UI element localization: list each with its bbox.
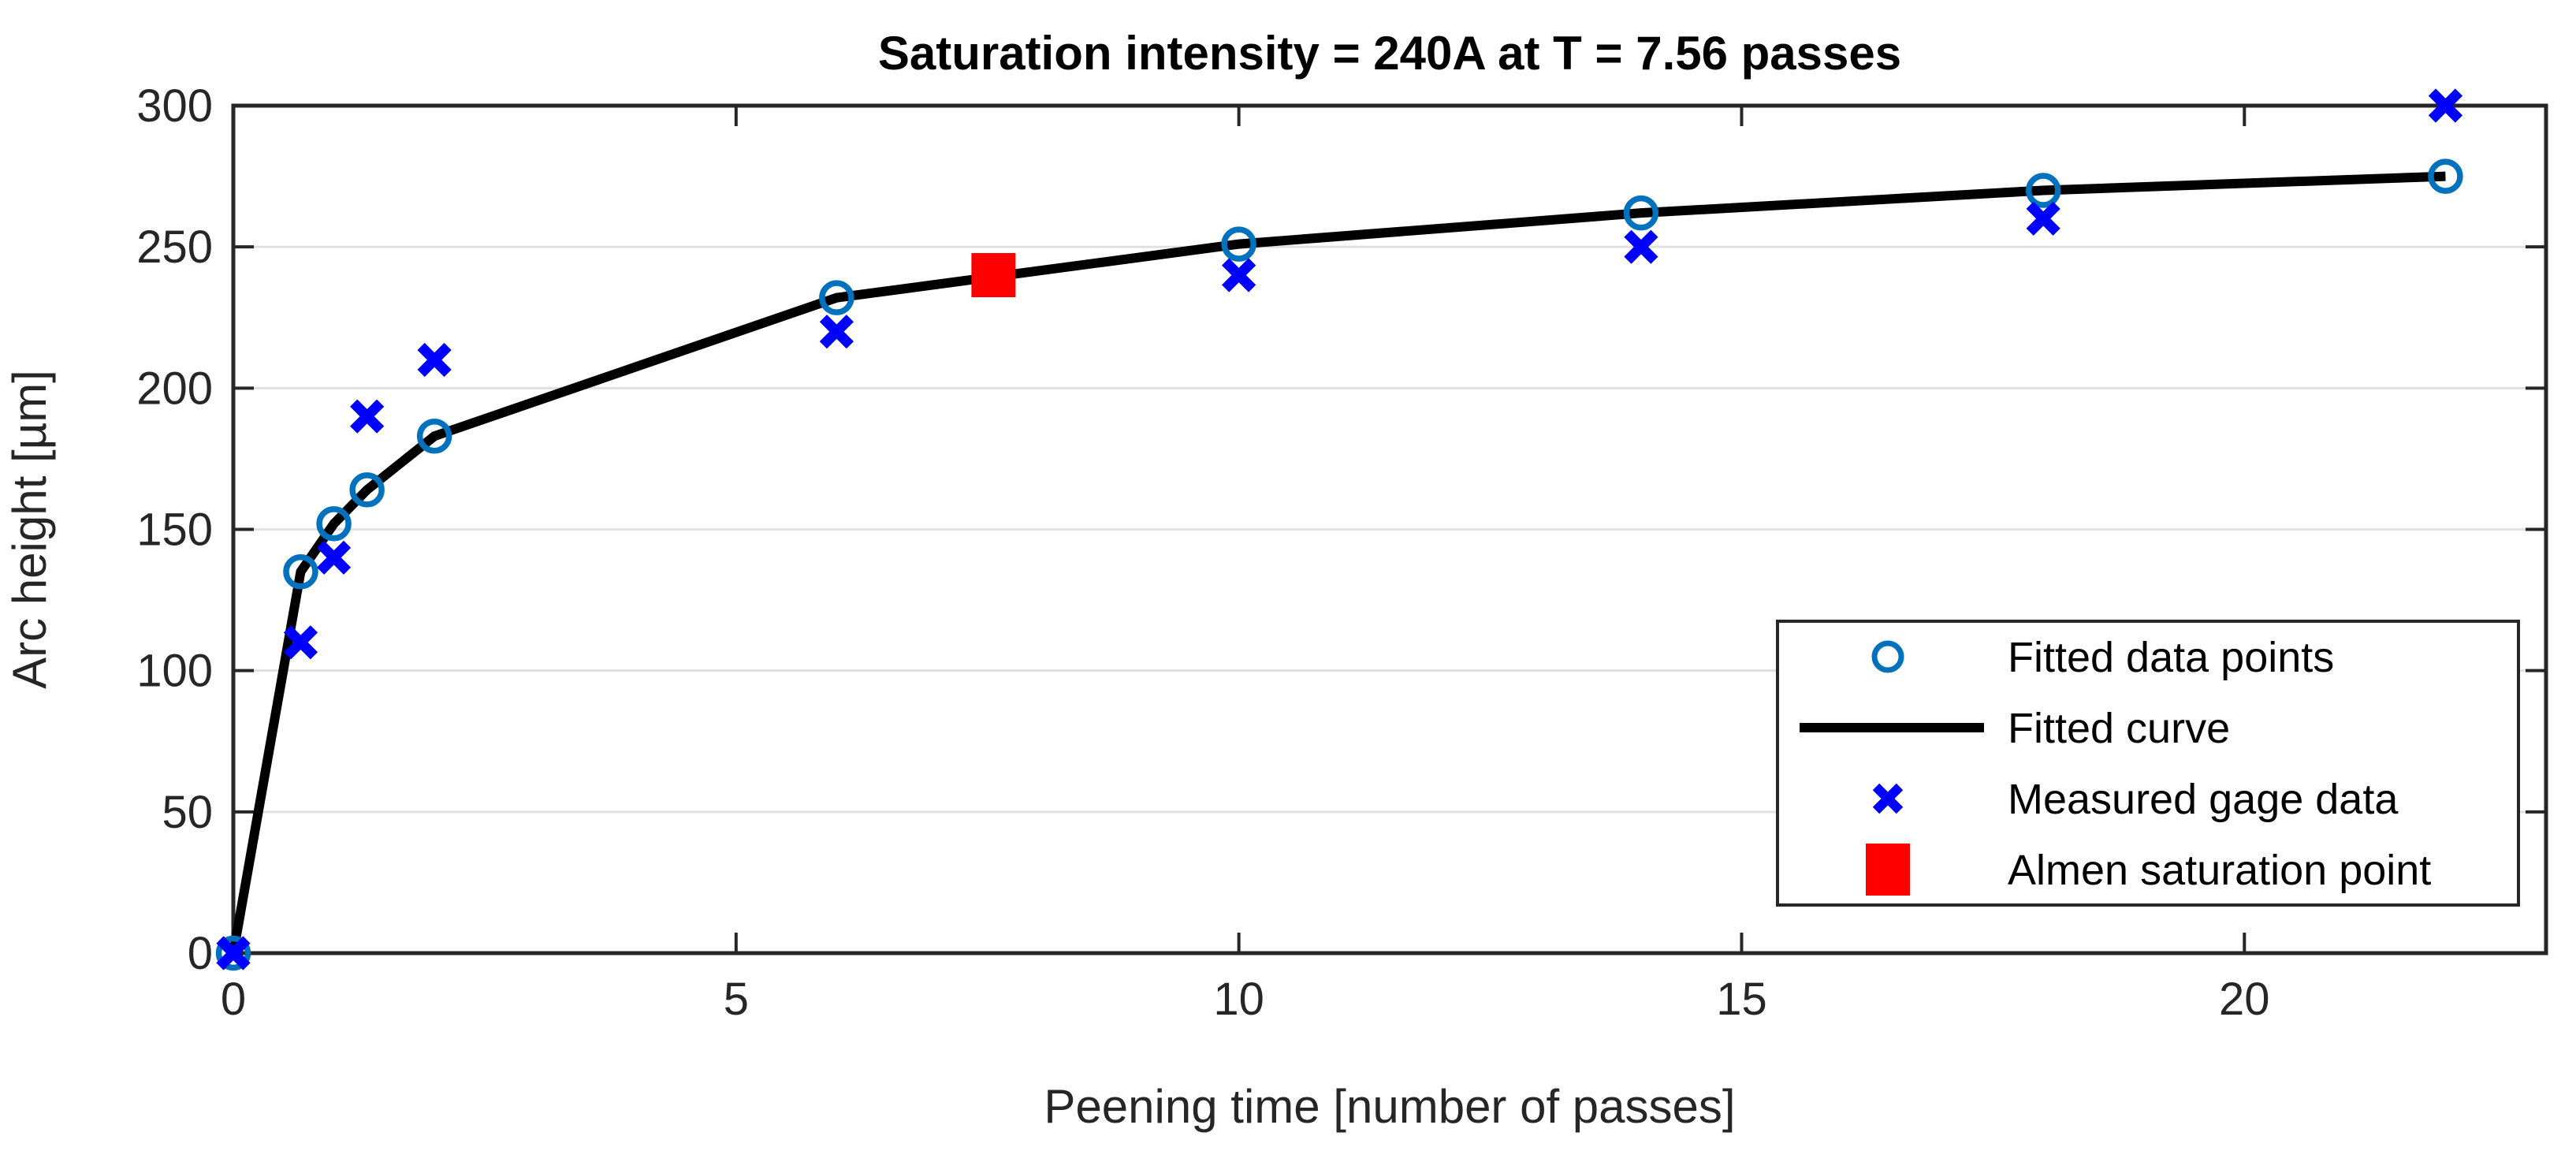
fitted-data-point-marker — [1221, 226, 1256, 262]
measured-gage-data-series — [216, 88, 2463, 970]
legend-circle-icon — [1871, 640, 1904, 673]
measured-gage-data-marker — [2428, 88, 2463, 123]
y-axis-label: Arc height [µm] — [3, 370, 56, 689]
fitted-data-point-marker — [215, 935, 251, 971]
legend-x-icon — [1872, 783, 1904, 814]
y-tick-label-50: 50 — [162, 787, 213, 838]
chart-title: Saturation intensity = 240A at T = 7.56 … — [878, 27, 1901, 80]
x-axis-label: Peening time [number of passes] — [1044, 1080, 1735, 1133]
measured-gage-data-marker — [216, 936, 251, 970]
y-tick-label-200: 200 — [136, 363, 213, 414]
measured-gage-data-marker — [819, 315, 854, 349]
legend-label: Fitted curve — [2008, 705, 2230, 752]
fitted-data-point-marker — [2025, 173, 2061, 208]
fitted-data-point-marker — [349, 472, 385, 508]
legend-item-none-1: Fitted curve — [1800, 705, 2230, 752]
fitted-data-point-marker — [1623, 195, 1659, 231]
fitted-data-point-marker — [316, 506, 352, 542]
fitted-data-points-series — [215, 158, 2463, 971]
legend: Fitted data points Fitted curve Measured g… — [1776, 620, 2520, 907]
x-tick-label-0: 0 — [221, 974, 246, 1025]
measured-gage-data-marker — [2026, 201, 2060, 236]
y-tick-label-100: 100 — [136, 646, 213, 697]
fitted-data-point-marker — [283, 554, 318, 590]
fitted-data-point-marker — [416, 419, 452, 454]
y-tick-label-300: 300 — [136, 80, 213, 132]
measured-gage-data-marker — [1624, 229, 1658, 264]
legend-item-filledsquare-3: Almen saturation point — [1866, 844, 2431, 896]
fitted-data-point-marker — [819, 280, 854, 315]
legend-item-opencircle-0: Fitted data points — [1871, 634, 2334, 681]
x-tick-label-10: 10 — [1213, 974, 1264, 1025]
measured-gage-data-marker — [417, 342, 452, 378]
measured-gage-data-marker — [350, 399, 385, 434]
x-tick-label-15: 15 — [1716, 974, 1767, 1025]
measured-gage-data-marker — [283, 625, 318, 660]
almen-saturation-series — [971, 253, 1016, 297]
measured-gage-data-marker — [316, 540, 352, 575]
legend-label: Measured gage data — [2008, 776, 2399, 823]
almen-saturation-point-marker — [971, 253, 1016, 297]
fitted-data-point-marker — [2428, 158, 2463, 194]
legend-square-icon — [1866, 844, 1910, 896]
x-tick-label-20: 20 — [2219, 974, 2270, 1025]
legend-label: Almen saturation point — [2008, 847, 2431, 894]
legend-label: Fitted data points — [2008, 634, 2334, 681]
measured-gage-data-marker — [1222, 258, 1256, 292]
x-tick-label-5: 5 — [724, 974, 749, 1025]
legend-item-x-2: Measured gage data — [1872, 776, 2399, 823]
y-tick-label-150: 150 — [136, 505, 213, 556]
y-tick-label-250: 250 — [136, 222, 213, 273]
y-tick-label-0: 0 — [188, 928, 213, 979]
